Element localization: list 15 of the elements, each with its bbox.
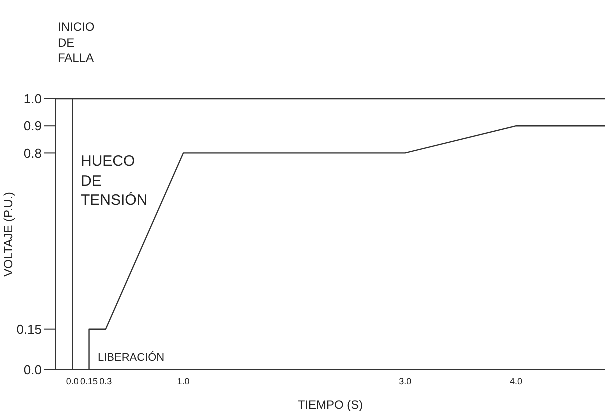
y-tick-label: 0.15: [16, 322, 42, 337]
x-tick-label: 0.0: [66, 376, 79, 386]
y-tick-label: 0.9: [24, 118, 42, 134]
x-tick-label: 3.0: [399, 376, 412, 386]
annotation: HUECO DE TENSIÓN: [78, 151, 150, 212]
x-axis-title: TIEMPO (S): [298, 398, 364, 412]
x-tick-label: 0.15: [80, 376, 98, 386]
x-tick-label: 0.3: [100, 376, 112, 386]
annotation: LIBERACIÓN: [95, 350, 168, 366]
y-tick-label: 1.0: [24, 92, 42, 107]
x-tick-label: 1.0: [177, 376, 190, 386]
text: INICIO DE FALLA: [58, 20, 96, 67]
y-tick-label: 0.8: [24, 146, 42, 161]
x-tick-label: 4.0: [510, 376, 523, 386]
y-axis-title: VOLTAJE (P.U.): [1, 192, 16, 277]
